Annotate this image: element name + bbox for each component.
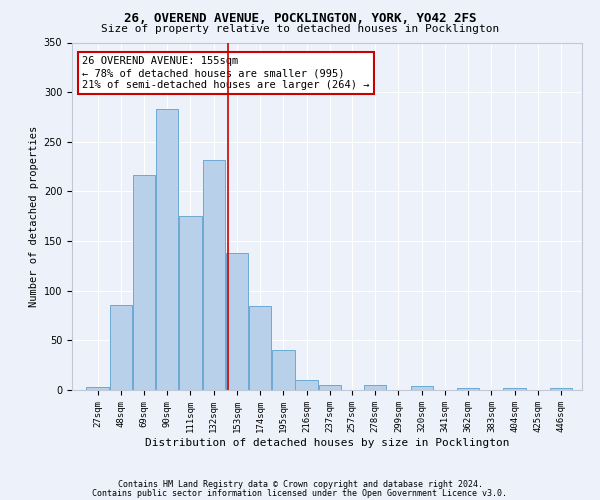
Text: Size of property relative to detached houses in Pocklington: Size of property relative to detached ho…	[101, 24, 499, 34]
Bar	[203, 160, 225, 390]
Bar	[110, 304, 132, 390]
Bar	[249, 306, 271, 390]
Text: Contains public sector information licensed under the Open Government Licence v3: Contains public sector information licen…	[92, 489, 508, 498]
Bar	[226, 253, 248, 390]
Bar	[503, 388, 526, 390]
Bar	[295, 380, 318, 390]
Bar	[272, 350, 295, 390]
Text: Contains HM Land Registry data © Crown copyright and database right 2024.: Contains HM Land Registry data © Crown c…	[118, 480, 482, 489]
Bar	[156, 109, 178, 390]
X-axis label: Distribution of detached houses by size in Pocklington: Distribution of detached houses by size …	[145, 438, 509, 448]
Text: 26, OVEREND AVENUE, POCKLINGTON, YORK, YO42 2FS: 26, OVEREND AVENUE, POCKLINGTON, YORK, Y…	[124, 12, 476, 26]
Bar	[319, 385, 341, 390]
Text: 26 OVEREND AVENUE: 155sqm
← 78% of detached houses are smaller (995)
21% of semi: 26 OVEREND AVENUE: 155sqm ← 78% of detac…	[82, 56, 370, 90]
Bar	[410, 386, 433, 390]
Bar	[86, 387, 109, 390]
Bar	[133, 174, 155, 390]
Bar	[457, 388, 479, 390]
Bar	[179, 216, 202, 390]
Bar	[364, 385, 386, 390]
Bar	[550, 388, 572, 390]
Y-axis label: Number of detached properties: Number of detached properties	[29, 126, 40, 307]
